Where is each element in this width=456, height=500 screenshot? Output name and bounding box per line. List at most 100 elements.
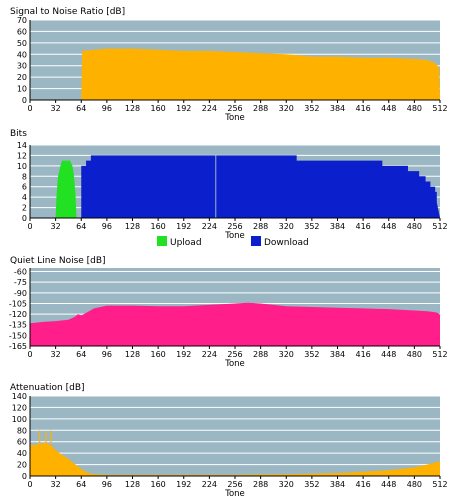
x-tick-label: 416 (355, 480, 370, 489)
x-tick-label: 192 (176, 350, 191, 359)
y-tick-label: 10 (17, 162, 27, 171)
x-tick-label: 96 (102, 350, 112, 359)
y-tick-label: 140 (12, 392, 27, 401)
y-tick-label: 2 (22, 204, 27, 213)
x-tick-label: 192 (176, 222, 191, 231)
x-tick-label: 512 (432, 104, 447, 113)
x-axis-label: Tone (224, 113, 245, 123)
x-tick-label: 480 (407, 350, 422, 359)
chart-title: Bits (10, 129, 27, 139)
y-tick-label: -75 (14, 278, 27, 287)
y-tick-label: -60 (14, 268, 27, 277)
y-tick-label: 10 (17, 85, 27, 94)
x-tick-label: 256 (227, 222, 242, 231)
x-tick-label: 32 (51, 350, 61, 359)
x-tick-label: 448 (381, 222, 396, 231)
x-tick-label: 480 (407, 104, 422, 113)
x-axis-label: Tone (224, 231, 245, 241)
chart-panel-1: Signal to Noise Ratio [dB] 0 10 20 30 40 50 60 7… (10, 7, 448, 123)
x-tick-label: 224 (202, 104, 217, 113)
legend-swatch-upload (157, 236, 167, 246)
chart-title: Attenuation [dB] (10, 383, 85, 393)
x-tick-label: 352 (304, 104, 319, 113)
x-tick-label: 224 (202, 480, 217, 489)
y-tick-label: 70 (17, 16, 27, 25)
x-axis-label: Tone (224, 489, 245, 499)
x-tick-label: 0 (27, 350, 32, 359)
x-tick-label: 256 (227, 480, 242, 489)
y-tick-label: 12 (17, 151, 27, 160)
x-tick-label: 416 (355, 104, 370, 113)
series-area (30, 302, 440, 346)
y-tick-label: 8 (22, 172, 27, 181)
y-tick-label: -120 (9, 310, 27, 319)
x-tick-label: 224 (202, 222, 217, 231)
x-tick-label: 448 (381, 480, 396, 489)
x-tick-label: 160 (150, 222, 165, 231)
chart-panel-4: Attenuation [dB] 0 20 40 60 80 100 120 140 0 32 64 9… (10, 383, 448, 499)
x-tick-label: 160 (150, 104, 165, 113)
y-tick-label: 40 (17, 449, 27, 458)
x-tick-label: 352 (304, 222, 319, 231)
y-tick-label: 20 (17, 461, 27, 470)
x-tick-label: 32 (51, 222, 61, 231)
y-tick-label: 6 (22, 183, 27, 192)
x-tick-label: 384 (330, 350, 345, 359)
x-axis-label: Tone (224, 359, 245, 369)
chart-panel-3: Quiet Line Noise [dB] -60-75 -90-105 -120 -1… (9, 256, 448, 369)
x-tick-label: 160 (150, 350, 165, 359)
x-tick-label: 352 (304, 480, 319, 489)
x-tick-label: 192 (176, 104, 191, 113)
x-tick-label: 320 (279, 222, 294, 231)
x-tick-label: 448 (381, 350, 396, 359)
x-tick-label: 32 (51, 480, 61, 489)
x-tick-label: 64 (76, 222, 86, 231)
x-tick-label: 96 (102, 104, 112, 113)
x-tick-label: 320 (279, 480, 294, 489)
x-tick-label: 160 (150, 480, 165, 489)
y-tick-label: 60 (17, 27, 27, 36)
x-tick-label: 256 (227, 104, 242, 113)
x-tick-label: 128 (125, 480, 140, 489)
series-area-upload (55, 160, 77, 218)
y-tick-label: 0 (22, 96, 27, 105)
y-tick-label: 14 (17, 141, 27, 150)
x-tick-label: 96 (102, 222, 112, 231)
x-tick-label: 352 (304, 350, 319, 359)
legend-label-upload: Upload (170, 238, 202, 248)
x-tick-label: 448 (381, 104, 396, 113)
x-tick-label: 320 (279, 350, 294, 359)
x-tick-label: 64 (76, 104, 86, 113)
x-tick-label: 96 (102, 480, 112, 489)
legend-label-download: Download (264, 238, 309, 248)
legend: Upload Download (157, 236, 309, 248)
y-tick-label: 120 (12, 403, 27, 412)
x-tick-label: 512 (432, 480, 447, 489)
x-tick-label: 0 (27, 480, 32, 489)
y-tick-label: 20 (17, 73, 27, 82)
y-tick-label: 0 (22, 472, 27, 481)
x-tick-label: 288 (253, 222, 268, 231)
x-tick-label: 64 (76, 350, 86, 359)
x-tick-label: 416 (355, 350, 370, 359)
x-tick-label: 128 (125, 222, 140, 231)
x-tick-label: 288 (253, 104, 268, 113)
y-tick-label: 40 (17, 50, 27, 59)
y-tick-label: 60 (17, 438, 27, 447)
chart-title: Signal to Noise Ratio [dB] (10, 7, 125, 17)
x-tick-label: 416 (355, 222, 370, 231)
series-area (81, 48, 440, 100)
x-tick-label: 224 (202, 350, 217, 359)
y-tick-label: 100 (12, 415, 27, 424)
y-tick-label: -105 (9, 299, 27, 308)
x-tick-label: 512 (432, 350, 447, 359)
x-tick-label: 0 (27, 222, 32, 231)
x-tick-label: 128 (125, 350, 140, 359)
x-tick-label: 128 (125, 104, 140, 113)
y-tick-label: 80 (17, 426, 27, 435)
x-tick-label: 288 (253, 480, 268, 489)
x-tick-label: 480 (407, 222, 422, 231)
x-tick-label: 512 (432, 222, 447, 231)
